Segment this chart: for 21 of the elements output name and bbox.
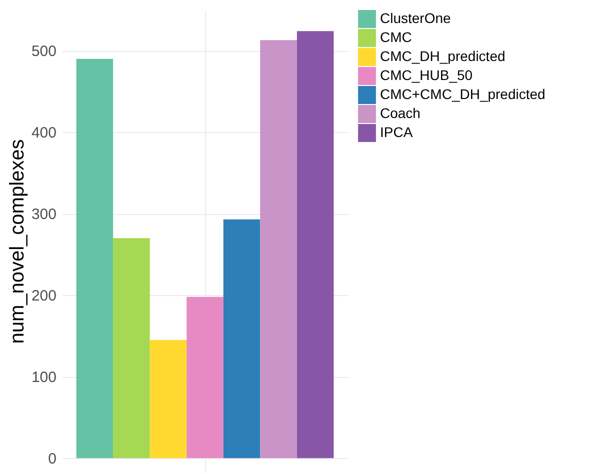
bar (296, 31, 334, 458)
y-tick-label: 300 (31, 206, 56, 224)
legend-label: IPCA (380, 124, 414, 140)
y-axis-title: num_novel_complexes (6, 139, 28, 344)
y-tick-label: 200 (31, 288, 56, 305)
y-tick-label: 0 (48, 450, 56, 468)
bar (260, 40, 297, 458)
legend-label: CMC (380, 29, 412, 45)
legend-label: CMC+CMC_DH_predicted (380, 86, 546, 102)
y-tick-label: 500 (31, 43, 56, 60)
bar (76, 58, 114, 458)
legend-label: Coach (380, 105, 420, 121)
y-tick-label: 100 (31, 369, 56, 386)
bar (113, 238, 150, 458)
y-tick-label: 400 (31, 124, 56, 142)
bar (186, 296, 224, 458)
bar (223, 219, 260, 458)
bar (150, 340, 187, 458)
legend-label: CMC_DH_predicted (380, 48, 506, 64)
legend-label: ClusterOne (380, 10, 452, 26)
legend-label: CMC_HUB_50 (380, 67, 473, 83)
